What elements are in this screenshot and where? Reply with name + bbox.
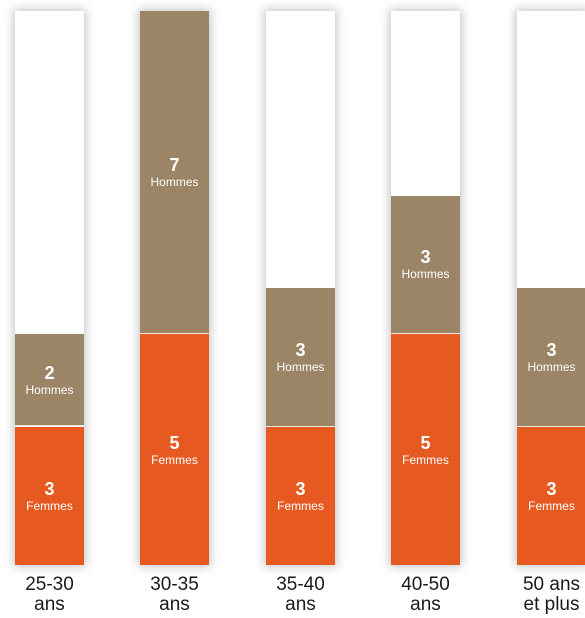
- bar-column: 3 Femmes 3 Hommes: [517, 11, 585, 565]
- data-label: 7 Hommes: [140, 155, 209, 189]
- data-label: 5 Femmes: [391, 433, 460, 467]
- men-segment: 3 Hommes: [266, 288, 335, 427]
- series-label: Femmes: [151, 452, 198, 467]
- data-label: 3 Hommes: [517, 340, 585, 374]
- data-label: 3 Hommes: [391, 247, 460, 281]
- data-value: 3: [44, 478, 55, 499]
- series-label: Femmes: [528, 498, 575, 513]
- data-value: 2: [44, 362, 55, 383]
- series-label: Hommes: [527, 359, 576, 374]
- men-segment: 3 Hommes: [517, 288, 585, 427]
- data-value: 3: [546, 478, 557, 499]
- series-label: Hommes: [276, 359, 325, 374]
- data-label: 3 Femmes: [15, 479, 84, 513]
- data-value: 3: [295, 478, 306, 499]
- category-label: 25-30 ans: [25, 574, 74, 615]
- data-value: 3: [420, 247, 431, 268]
- bar-column: 5 Femmes 7 Hommes: [140, 11, 209, 565]
- data-value: 7: [169, 155, 180, 176]
- category-label: 40-50 ans: [401, 574, 450, 615]
- series-label: Hommes: [401, 267, 450, 282]
- women-segment: 5 Femmes: [391, 334, 460, 565]
- bar-column: 3 Femmes 3 Hommes: [266, 11, 335, 565]
- women-segment: 3 Femmes: [15, 426, 84, 565]
- category-label: 30-35 ans: [150, 574, 199, 615]
- women-segment: 3 Femmes: [266, 426, 335, 565]
- data-label: 3 Hommes: [266, 340, 335, 374]
- data-label: 3 Femmes: [517, 479, 585, 513]
- data-label: 3 Femmes: [266, 479, 335, 513]
- data-label: 2 Hommes: [15, 363, 84, 397]
- series-label: Femmes: [277, 498, 324, 513]
- series-label: Hommes: [150, 175, 199, 190]
- series-label: Femmes: [402, 452, 449, 467]
- men-segment: 7 Hommes: [140, 11, 209, 335]
- data-value: 3: [295, 339, 306, 360]
- men-segment: 2 Hommes: [15, 334, 84, 427]
- data-label: 5 Femmes: [140, 433, 209, 467]
- data-value: 5: [420, 432, 431, 453]
- series-label: Hommes: [25, 382, 74, 397]
- bar-column: 5 Femmes 3 Hommes: [391, 11, 460, 565]
- men-segment: 3 Hommes: [391, 195, 460, 335]
- category-label: 35-40 ans: [276, 574, 325, 615]
- data-value: 5: [169, 432, 180, 453]
- category-label: 50 ans et plus: [522, 574, 581, 615]
- women-segment: 3 Femmes: [517, 426, 585, 565]
- women-segment: 5 Femmes: [140, 334, 209, 565]
- data-value: 3: [546, 339, 557, 360]
- bar-column: 3 Femmes 2 Hommes: [15, 11, 84, 565]
- series-label: Femmes: [26, 498, 73, 513]
